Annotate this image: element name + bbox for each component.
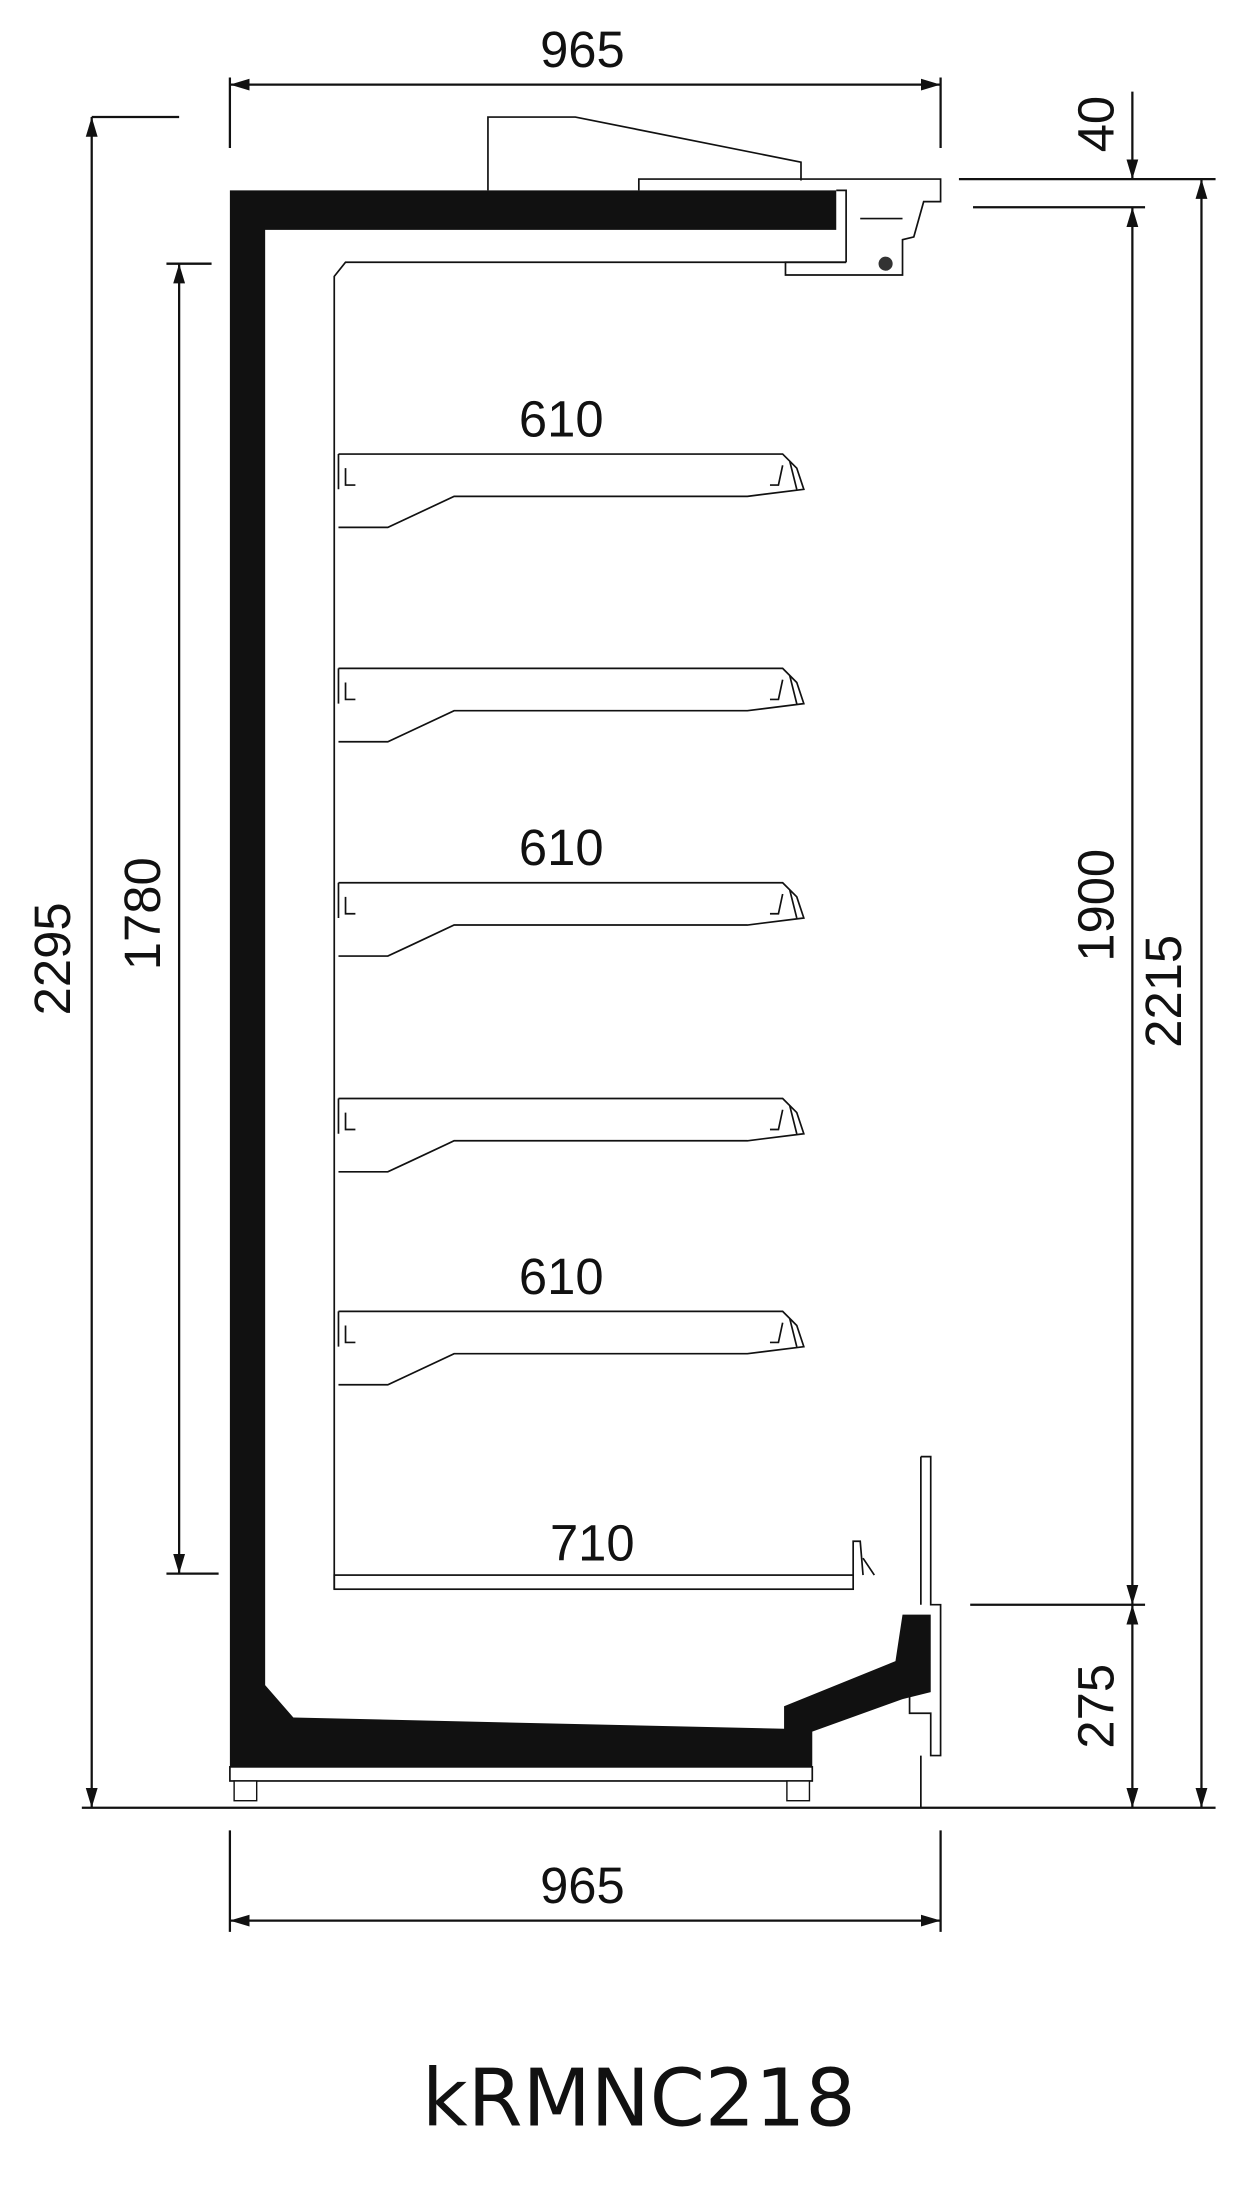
base-shelf	[333, 1574, 855, 1591]
dimension-label: 2215	[1135, 935, 1192, 1048]
foot	[233, 1780, 258, 1802]
dimension-label: 1780	[114, 857, 171, 970]
shelf	[337, 453, 805, 529]
dimension-label: 965	[540, 21, 625, 78]
dimension-label: 40	[1067, 96, 1124, 152]
dimension-label: 965	[540, 1857, 625, 1914]
base	[229, 1766, 814, 1782]
shelf-depth: 610	[519, 390, 604, 447]
base-shelf-lip	[852, 1540, 876, 1576]
dimension-label: 275	[1067, 1664, 1124, 1749]
front-panel	[908, 1455, 942, 1808]
shelf-depth: 610	[519, 819, 604, 876]
shelf-group	[337, 453, 805, 1386]
dimension-label: 1900	[1067, 849, 1124, 962]
dimension-label: 2295	[24, 902, 81, 1015]
light	[878, 256, 893, 271]
dimension-lines	[81, 77, 1216, 1932]
shelf-depth: 710	[550, 1514, 635, 1571]
shelf-depth: 610	[519, 1248, 604, 1305]
canopy	[487, 116, 942, 276]
model-caption: kRMNC218	[422, 2052, 856, 2144]
liner	[333, 261, 847, 1590]
foot	[786, 1780, 811, 1802]
